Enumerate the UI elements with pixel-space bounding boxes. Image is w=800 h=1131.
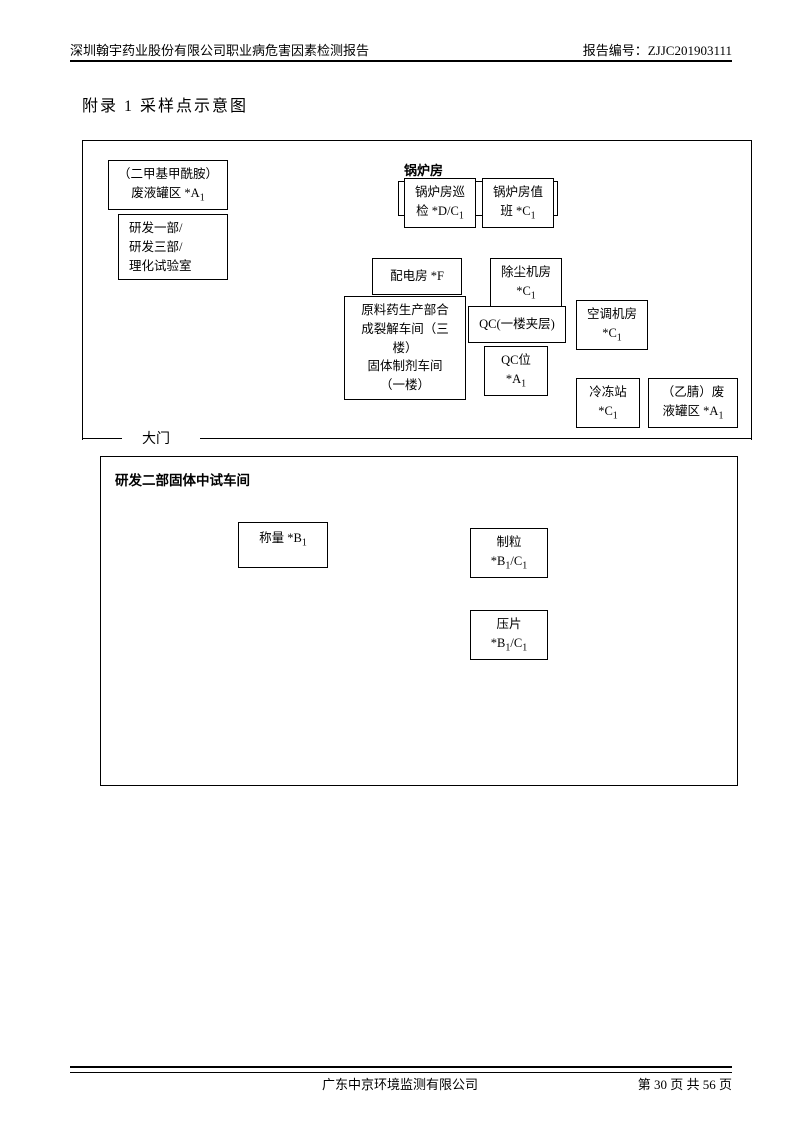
aceto-l2: 液罐区 *A1 xyxy=(655,402,731,424)
box-freeze-station: 冷冻站 *C1 xyxy=(576,378,640,428)
rd-line3: 理化试验室 xyxy=(129,257,221,276)
box-granulation: 制粒 *B1/C1 xyxy=(470,528,548,578)
box-dmf-waste-tank: （二甲基甲酰胺） 废液罐区 *A1 xyxy=(108,160,228,210)
api-l4: 固体制剂车间 xyxy=(351,357,459,376)
dust-l1: 除尘机房 xyxy=(497,263,555,282)
box-dust-room: 除尘机房 *C1 xyxy=(490,258,562,308)
appendix-title: 附录 1 采样点示意图 xyxy=(82,92,248,116)
lower-diagram-frame: 研发二部固体中试车间 xyxy=(100,456,738,786)
aceto-l1: （乙腈）废 xyxy=(655,383,731,402)
box-boiler-patrol: 锅炉房巡 检 *D/C1 xyxy=(404,178,476,228)
qc-pos-l2: *A1 xyxy=(491,370,541,392)
boiler-patrol-l2: 检 *D/C1 xyxy=(411,202,469,224)
gate-label: 大门 xyxy=(142,428,170,448)
box-acetonitrile-waste: （乙腈）废 液罐区 *A1 xyxy=(648,378,738,428)
box-qc-mezzanine: QC(一楼夹层) xyxy=(468,306,566,343)
rd-line2: 研发三部/ xyxy=(129,238,221,257)
api-l1: 原料药生产部合 xyxy=(351,301,459,320)
box-rd-lab: 研发一部/ 研发三部/ 理化试验室 xyxy=(118,214,228,280)
freeze-l1: 冷冻站 xyxy=(583,383,633,402)
boiler-duty-l2: 班 *C1 xyxy=(489,202,547,224)
dmf-line2: 废液罐区 *A1 xyxy=(115,184,221,206)
dust-l2: *C1 xyxy=(497,282,555,304)
gran-l1: 制粒 xyxy=(477,533,541,552)
header-company: 深圳翰宇药业股份有限公司职业病危害因素检测报告 xyxy=(70,40,369,59)
box-tabletting: 压片 *B1/C1 xyxy=(470,610,548,660)
ac-l1: 空调机房 xyxy=(583,305,641,324)
report-label: 报告编号： xyxy=(583,43,648,58)
frame-bottom-right xyxy=(200,438,752,439)
lower-title: 研发二部固体中试车间 xyxy=(115,469,250,489)
api-l2: 成裂解车间（三 xyxy=(351,320,459,339)
qc-pos-l1: QC位 xyxy=(491,351,541,370)
footer-divider-thick xyxy=(70,1066,732,1068)
freeze-l2: *C1 xyxy=(583,402,633,424)
tab-l2: *B1/C1 xyxy=(477,634,541,656)
footer-divider-thin xyxy=(70,1072,732,1073)
header-report-number: 报告编号：ZJJC201903111 xyxy=(583,40,732,59)
box-api-workshop: 原料药生产部合 成裂解车间（三 楼） 固体制剂车间 （一楼） xyxy=(344,296,466,400)
frame-bottom-left xyxy=(82,438,122,439)
footer-page-number: 第 30 页 共 56 页 xyxy=(638,1074,732,1093)
weigh-text: 称量 *B1 xyxy=(259,531,307,545)
boiler-duty-l1: 锅炉房值 xyxy=(489,183,547,202)
rd-line1: 研发一部/ xyxy=(129,219,221,238)
report-value: ZJJC201903111 xyxy=(648,43,732,58)
qc-mezz-text: QC(一楼夹层) xyxy=(479,317,555,331)
boiler-patrol-l1: 锅炉房巡 xyxy=(411,183,469,202)
api-l5: （一楼） xyxy=(351,376,459,395)
tab-l1: 压片 xyxy=(477,615,541,634)
api-l3: 楼） xyxy=(351,339,459,358)
dmf-line1: （二甲基甲酰胺） xyxy=(115,165,221,184)
box-ac-room: 空调机房 *C1 xyxy=(576,300,648,350)
box-power-room: 配电房 *F xyxy=(372,258,462,295)
gran-l2: *B1/C1 xyxy=(477,552,541,574)
box-qc-position: QC位 *A1 xyxy=(484,346,548,396)
header-divider xyxy=(70,60,732,62)
box-boiler-duty: 锅炉房值 班 *C1 xyxy=(482,178,554,228)
power-text: 配电房 *F xyxy=(390,269,444,283)
ac-l2: *C1 xyxy=(583,324,641,346)
box-weighing: 称量 *B1 xyxy=(238,522,328,568)
